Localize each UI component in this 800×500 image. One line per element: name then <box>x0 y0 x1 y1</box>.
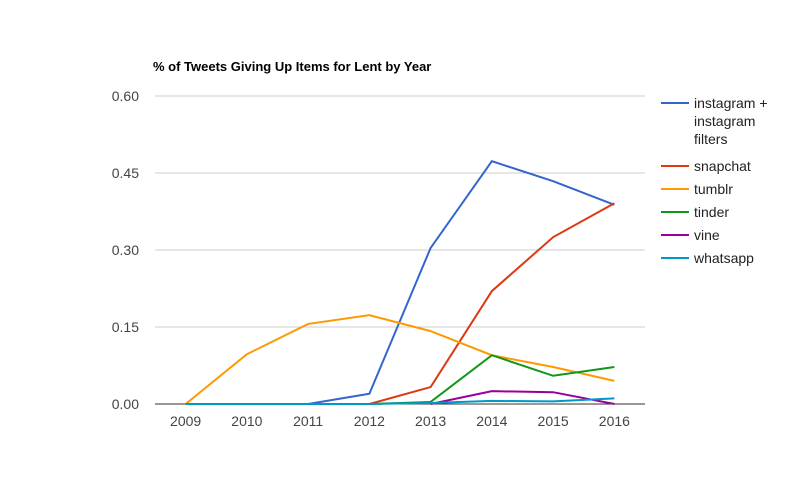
x-tick-label: 2009 <box>170 413 201 429</box>
y-tick-label: 0.45 <box>112 165 139 181</box>
legend-label: tinder <box>694 204 729 220</box>
legend-label: instagram + <box>694 95 768 111</box>
y-tick-label: 0.30 <box>112 242 139 258</box>
series-line-tumblr <box>184 314 615 405</box>
legend-label: vine <box>694 227 720 243</box>
legend-label: whatsapp <box>693 250 754 266</box>
x-tick-label: 2014 <box>476 413 507 429</box>
series-line-snapchat <box>369 202 615 405</box>
series-line-whatsapp <box>185 397 615 405</box>
series-line-instagram-instagram-filters <box>307 160 615 405</box>
y-tick-label: 0.60 <box>112 88 139 104</box>
legend-label: tumblr <box>694 181 733 197</box>
x-tick-label: 2012 <box>354 413 385 429</box>
x-tick-label: 2016 <box>599 413 630 429</box>
x-tick-label: 2010 <box>231 413 262 429</box>
legend-label: snapchat <box>694 158 751 174</box>
y-tick-label: 0.00 <box>112 396 139 412</box>
x-tick-label: 2013 <box>415 413 446 429</box>
series-line-vine <box>430 390 615 405</box>
legend-label: instagram <box>694 113 755 129</box>
x-tick-label: 2011 <box>293 413 323 429</box>
legend-label: filters <box>694 131 727 147</box>
chart-title: % of Tweets Giving Up Items for Lent by … <box>153 59 431 74</box>
y-tick-label: 0.15 <box>112 319 139 335</box>
x-tick-label: 2015 <box>538 413 569 429</box>
